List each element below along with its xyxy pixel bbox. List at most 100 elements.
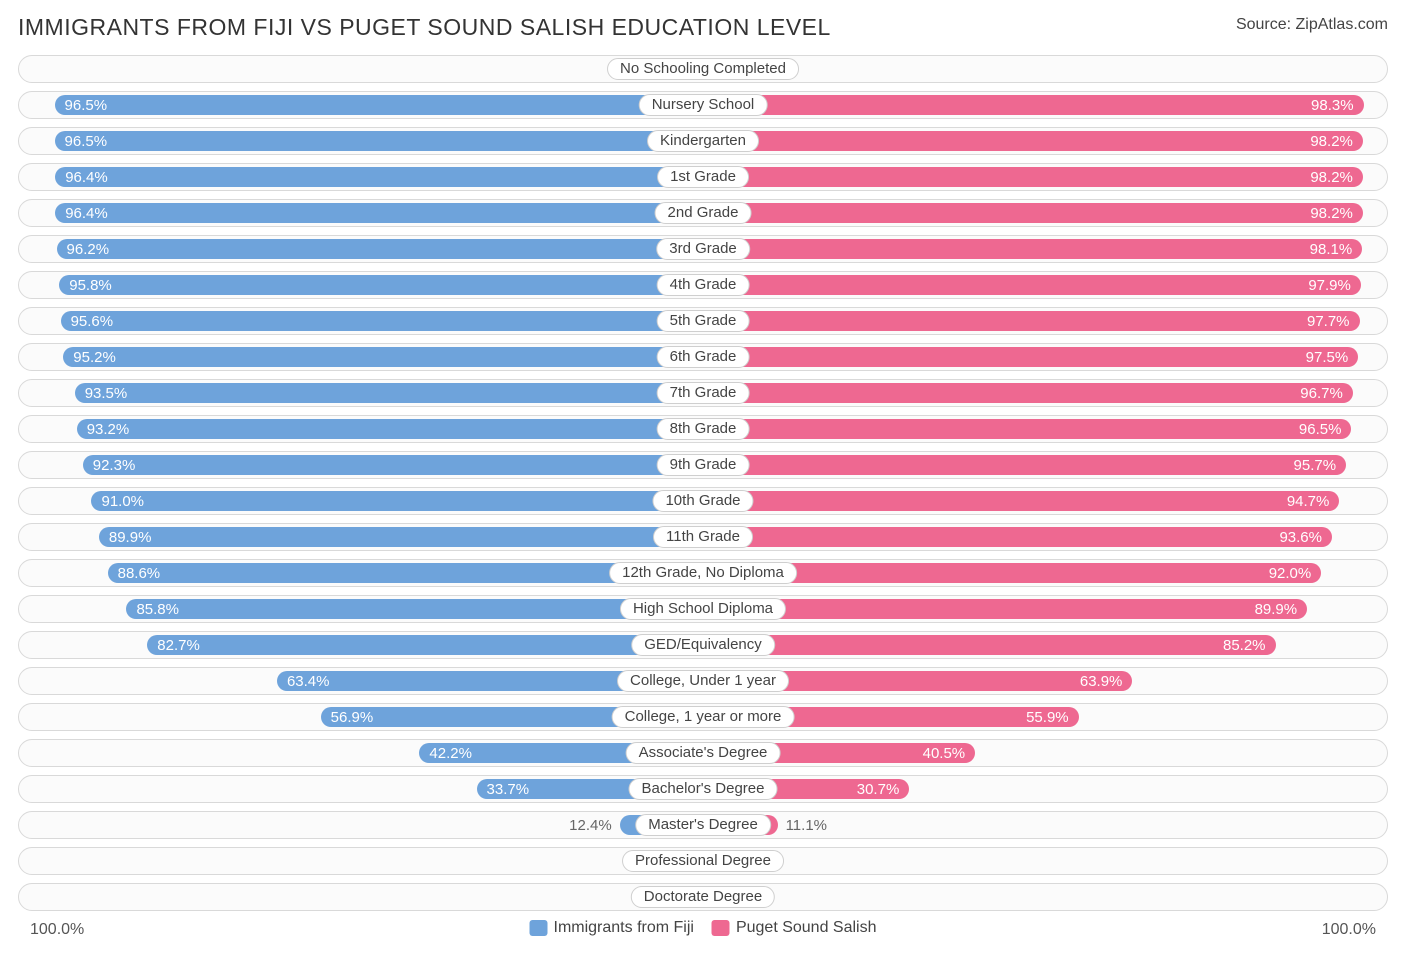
bar-right: 97.9% bbox=[703, 275, 1361, 295]
bar-right: 96.5% bbox=[703, 419, 1351, 439]
pct-right: 96.5% bbox=[1289, 419, 1352, 439]
pct-left: 92.3% bbox=[83, 455, 146, 475]
bar-right: 85.2% bbox=[703, 635, 1276, 655]
bar-right: 93.6% bbox=[703, 527, 1332, 547]
chart-row: 82.7%85.2%GED/Equivalency bbox=[18, 631, 1388, 659]
chart-row: 96.5% 98.3% Nursery School bbox=[18, 91, 1388, 119]
bar-left: 93.5% bbox=[75, 383, 703, 403]
chart-row: 96.5% 98.2% Kindergarten bbox=[18, 127, 1388, 155]
source-prefix: Source: bbox=[1236, 16, 1296, 33]
pct-left: 42.2% bbox=[419, 743, 482, 763]
category-label: High School Diploma bbox=[620, 598, 786, 620]
category-label: 11th Grade bbox=[653, 526, 753, 548]
pct-right: 93.6% bbox=[1269, 527, 1332, 547]
pct-right: 96.7% bbox=[1290, 383, 1353, 403]
bar-left: 95.2% bbox=[63, 347, 703, 367]
chart-row: 95.2% 97.5% 6th Grade bbox=[18, 343, 1388, 371]
bar-left: 96.5% bbox=[55, 95, 703, 115]
chart-row: 93.5% 96.7% 7th Grade bbox=[18, 379, 1388, 407]
chart-row: 42.2% 40.5% Associate's Degree bbox=[18, 739, 1388, 767]
pct-right: 97.9% bbox=[1298, 275, 1361, 295]
pct-right: 11.1% bbox=[778, 815, 835, 835]
pct-left: 95.6% bbox=[61, 311, 124, 331]
chart-row: 96.4%98.2%1st Grade bbox=[18, 163, 1388, 191]
pct-left: 88.6% bbox=[108, 563, 171, 583]
bar-left: 95.6% bbox=[61, 311, 703, 331]
chart-container: IMMIGRANTS FROM FIJI VS PUGET SOUND SALI… bbox=[0, 0, 1406, 975]
category-label: Associate's Degree bbox=[626, 742, 781, 764]
pct-left: 91.0% bbox=[91, 491, 154, 511]
pct-left: 95.2% bbox=[63, 347, 126, 367]
bar-right: 95.7% bbox=[703, 455, 1346, 475]
bar-left: 96.4% bbox=[55, 203, 703, 223]
legend-swatch-left bbox=[530, 920, 548, 936]
pct-right: 63.9% bbox=[1070, 671, 1133, 691]
chart-row: 56.9%55.9%College, 1 year or more bbox=[18, 703, 1388, 731]
pct-right: 85.2% bbox=[1213, 635, 1276, 655]
pct-right: 95.7% bbox=[1284, 455, 1347, 475]
chart-row: 3.5%1.8%No Schooling Completed bbox=[18, 55, 1388, 83]
chart-row: 3.7%3.1%Professional Degree bbox=[18, 847, 1388, 875]
pct-right: 55.9% bbox=[1016, 707, 1079, 727]
chart-row: 85.8% 89.9% High School Diploma bbox=[18, 595, 1388, 623]
pct-left: 56.9% bbox=[321, 707, 384, 727]
bar-left: 96.2% bbox=[57, 239, 703, 259]
chart-row: 88.6%92.0%12th Grade, No Diploma bbox=[18, 559, 1388, 587]
bar-left: 93.2% bbox=[77, 419, 703, 439]
bar-left: 91.0% bbox=[91, 491, 703, 511]
pct-right: 97.7% bbox=[1297, 311, 1360, 331]
pct-right: 97.5% bbox=[1296, 347, 1359, 367]
pct-right: 89.9% bbox=[1245, 599, 1308, 619]
category-label: College, Under 1 year bbox=[617, 670, 789, 692]
legend: Immigrants from Fiji Puget Sound Salish bbox=[530, 919, 877, 937]
pct-left: 93.5% bbox=[75, 383, 138, 403]
chart-row: 1.6%1.2%Doctorate Degree bbox=[18, 883, 1388, 911]
pct-left: 96.5% bbox=[55, 131, 118, 151]
chart-footer: 100.0% Immigrants from Fiji Puget Sound … bbox=[18, 919, 1388, 945]
pct-left: 93.2% bbox=[77, 419, 140, 439]
header: IMMIGRANTS FROM FIJI VS PUGET SOUND SALI… bbox=[18, 14, 1388, 41]
category-label: 5th Grade bbox=[657, 310, 750, 332]
bar-right: 97.7% bbox=[703, 311, 1360, 331]
legend-label-right: Puget Sound Salish bbox=[736, 919, 877, 937]
category-label: Professional Degree bbox=[622, 850, 784, 872]
category-label: 2nd Grade bbox=[655, 202, 752, 224]
pct-right: 98.2% bbox=[1300, 203, 1363, 223]
category-label: 7th Grade bbox=[657, 382, 750, 404]
pct-left: 96.2% bbox=[57, 239, 120, 259]
bar-right: 94.7% bbox=[703, 491, 1339, 511]
category-label: Nursery School bbox=[639, 94, 768, 116]
bar-right: 98.2% bbox=[703, 203, 1363, 223]
bar-left: 95.8% bbox=[59, 275, 703, 295]
bar-right: 98.1% bbox=[703, 239, 1362, 259]
pct-left: 89.9% bbox=[99, 527, 162, 547]
bar-right: 97.5% bbox=[703, 347, 1358, 367]
bar-left: 85.8% bbox=[126, 599, 703, 619]
pct-right: 98.3% bbox=[1301, 95, 1364, 115]
chart-row: 12.4%11.1%Master's Degree bbox=[18, 811, 1388, 839]
diverging-bar-chart: 3.5%1.8%No Schooling Completed 96.5% 98.3%… bbox=[18, 55, 1388, 911]
pct-right: 40.5% bbox=[913, 743, 976, 763]
category-label: 10th Grade bbox=[652, 490, 753, 512]
category-label: 8th Grade bbox=[657, 418, 750, 440]
category-label: GED/Equivalency bbox=[631, 634, 775, 656]
bar-left: 89.9% bbox=[99, 527, 703, 547]
bar-right: 98.3% bbox=[703, 95, 1364, 115]
axis-max-right: 100.0% bbox=[1322, 921, 1376, 939]
chart-row: 63.4%63.9%College, Under 1 year bbox=[18, 667, 1388, 695]
pct-left: 85.8% bbox=[126, 599, 189, 619]
bar-right: 96.7% bbox=[703, 383, 1353, 403]
category-label: Bachelor's Degree bbox=[629, 778, 778, 800]
pct-right: 98.2% bbox=[1300, 131, 1363, 151]
category-label: 6th Grade bbox=[657, 346, 750, 368]
bar-left: 96.4% bbox=[55, 167, 703, 187]
category-label: Doctorate Degree bbox=[631, 886, 775, 908]
bar-right: 98.2% bbox=[703, 131, 1363, 151]
chart-row: 89.9% 93.6% 11th Grade bbox=[18, 523, 1388, 551]
bar-right: 89.9% bbox=[703, 599, 1307, 619]
chart-row: 33.7%30.7%Bachelor's Degree bbox=[18, 775, 1388, 803]
chart-title: IMMIGRANTS FROM FIJI VS PUGET SOUND SALI… bbox=[18, 14, 831, 41]
chart-row: 95.6% 97.7% 5th Grade bbox=[18, 307, 1388, 335]
category-label: Kindergarten bbox=[647, 130, 759, 152]
pct-right: 98.1% bbox=[1300, 239, 1363, 259]
